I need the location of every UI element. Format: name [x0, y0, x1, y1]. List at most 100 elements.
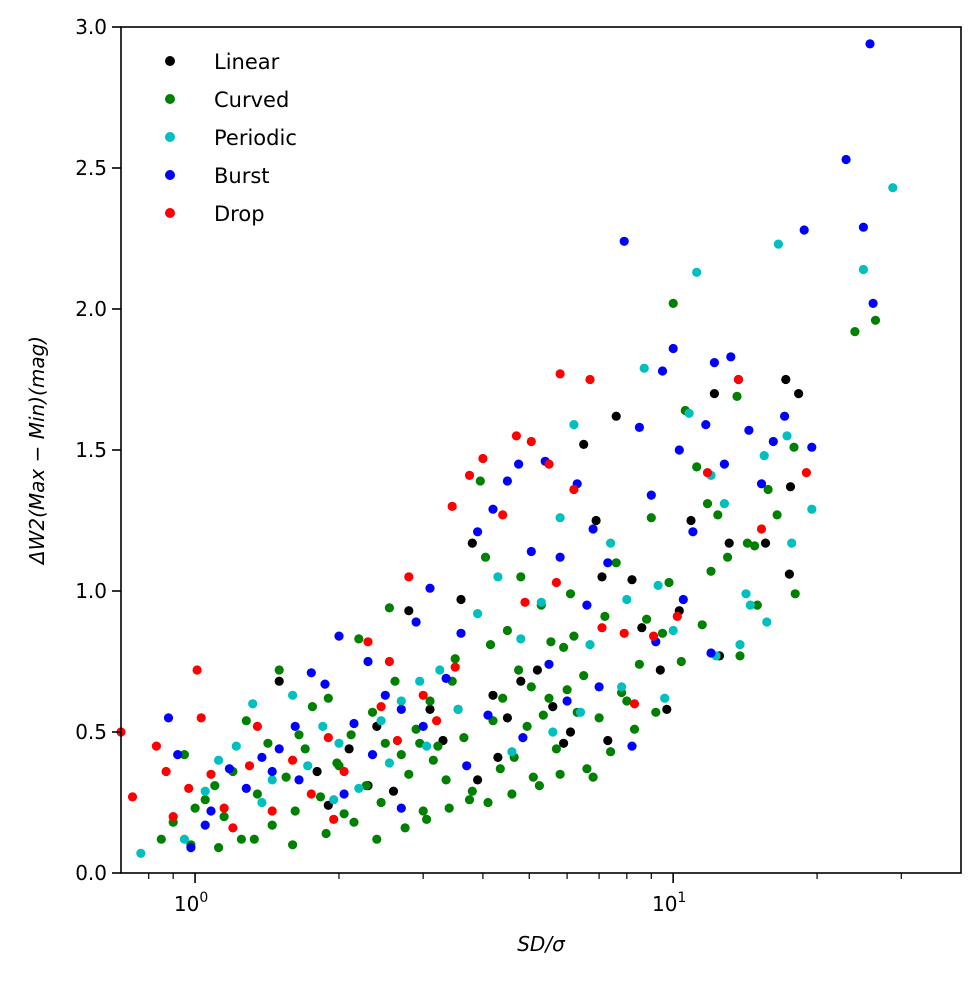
point-curved-118 [538, 710, 548, 720]
point-burst-63 [562, 696, 572, 706]
point-periodic-43 [548, 727, 558, 737]
point-drop-6 [192, 665, 202, 675]
point-curved-25 [384, 603, 394, 613]
point-periodic-24 [606, 538, 616, 548]
point-curved-102 [526, 682, 536, 692]
point-curved-36 [467, 786, 477, 796]
point-burst-15 [396, 704, 406, 715]
point-burst-42 [744, 425, 754, 435]
y-tick-label: 2.5 [75, 156, 107, 180]
point-curved-44 [522, 721, 532, 732]
point-burst-62 [518, 733, 528, 743]
point-drop-19 [418, 690, 428, 700]
point-periodic-32 [719, 499, 730, 509]
point-drop-21 [447, 501, 457, 511]
point-curved-64 [713, 510, 723, 520]
point-curved-107 [642, 614, 652, 624]
point-curved-45 [528, 772, 538, 782]
point-linear-36 [662, 704, 672, 715]
point-drop-27 [544, 459, 554, 469]
point-burst-6 [257, 752, 267, 763]
point-curved-13 [290, 806, 300, 816]
point-curved-97 [214, 843, 224, 853]
point-drop-29 [569, 484, 579, 495]
point-curved-30 [418, 806, 428, 816]
point-burst-52 [627, 741, 637, 751]
point-burst-2 [186, 843, 196, 853]
point-curved-67 [742, 538, 753, 548]
point-curved-33 [441, 775, 451, 785]
point-burst-69 [582, 600, 592, 610]
point-burst-19 [456, 628, 466, 638]
point-burst-50 [865, 39, 875, 49]
point-curved-93 [676, 656, 686, 667]
point-curved-84 [464, 795, 475, 805]
point-curved-98 [249, 834, 259, 844]
x-axis-label: SD/σ [517, 932, 566, 956]
point-periodic-23 [585, 640, 595, 650]
point-drop-4 [168, 812, 178, 822]
point-periodic-21 [555, 513, 565, 523]
point-drop-10 [244, 761, 255, 771]
point-linear-32 [473, 775, 483, 785]
point-periodic-40 [858, 264, 869, 275]
legend-item-drop: Drop [165, 202, 265, 226]
point-periodic-50 [422, 741, 432, 751]
point-burst-16 [411, 617, 421, 627]
point-linear-11 [516, 676, 526, 686]
point-drop-24 [498, 510, 508, 520]
point-drop-9 [219, 803, 229, 813]
point-drop-44 [228, 823, 238, 833]
point-burst-17 [425, 583, 435, 593]
point-curved-81 [400, 823, 410, 833]
y-axis-label: ΔW2(Max − Min)(mag) [25, 336, 49, 566]
legend-item-burst: Burst [165, 164, 270, 188]
x-tick-label: 100 [174, 890, 208, 916]
point-drop-25 [511, 431, 521, 441]
point-burst-56 [544, 659, 554, 669]
point-curved-116 [485, 640, 496, 650]
point-linear-7 [456, 594, 466, 605]
point-periodic-10 [334, 738, 344, 748]
point-periodic-16 [453, 704, 463, 715]
point-curved-35 [459, 733, 469, 743]
point-periodic-8 [303, 761, 313, 771]
point-periodic-38 [787, 538, 797, 548]
point-linear-23 [686, 515, 696, 526]
point-drop-37 [733, 374, 744, 385]
point-burst-34 [668, 343, 678, 354]
point-periodic-15 [435, 665, 445, 675]
point-periodic-12 [376, 716, 386, 726]
point-linear-30 [794, 389, 804, 399]
point-drop-15 [339, 766, 349, 777]
point-drop-1 [127, 792, 138, 802]
point-drop-39 [801, 468, 812, 478]
point-burst-67 [339, 789, 349, 799]
legend-marker [165, 56, 175, 66]
point-linear-8 [467, 538, 477, 548]
point-burst-53 [706, 648, 716, 658]
y-tick-label: 1.0 [75, 579, 107, 603]
point-curved-72 [790, 589, 800, 599]
point-burst-18 [441, 673, 451, 684]
legend-item-linear: Linear [165, 50, 280, 74]
point-burst-58 [294, 775, 304, 785]
point-drop-42 [520, 597, 530, 607]
point-curved-4 [200, 795, 210, 805]
point-linear-19 [627, 575, 637, 585]
point-curved-57 [634, 659, 645, 669]
point-linear-17 [597, 572, 607, 582]
point-curved-78 [321, 828, 331, 839]
point-burst-36 [688, 527, 698, 537]
point-linear-26 [760, 538, 771, 548]
point-linear-4 [404, 606, 414, 616]
series-burst [163, 39, 878, 853]
point-curved-105 [594, 713, 604, 723]
point-curved-70 [772, 510, 782, 520]
point-curved-71 [789, 442, 799, 452]
legend-item-curved: Curved [165, 88, 289, 112]
y-axis-ticks: 0.0 0.5 1.0 1.5 2.0 2.5 3.0 [75, 15, 121, 885]
point-curved-28 [404, 769, 414, 779]
point-burst-43 [756, 479, 767, 489]
point-burst-44 [768, 436, 778, 447]
